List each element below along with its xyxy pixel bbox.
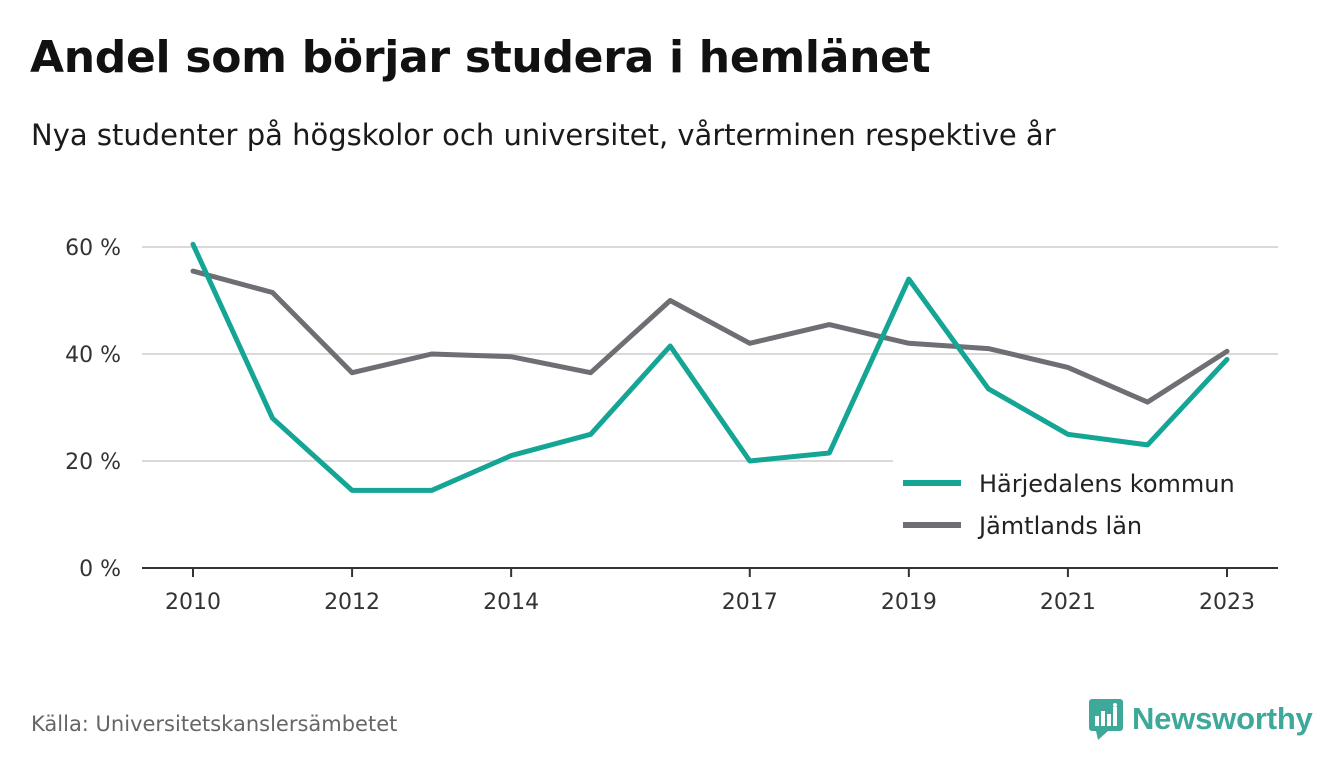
y-tick-label: 20 % (65, 450, 121, 475)
x-tick-label: 2010 (165, 590, 221, 615)
x-tick-label: 2023 (1199, 590, 1255, 615)
chart-subtitle: Nya studenter på högskolor och universit… (31, 118, 1056, 152)
x-tick-label: 2012 (324, 590, 380, 615)
brand-name: Newsworthy (1132, 701, 1313, 736)
y-tick-label: 0 % (79, 557, 121, 582)
y-tick-label: 60 % (65, 236, 121, 261)
chart-title: Andel som börjar studera i hemlänet (30, 32, 931, 83)
legend-background (893, 460, 1278, 552)
series-line-2 (190, 268, 1230, 405)
x-tick-label: 2021 (1040, 590, 1096, 615)
newsworthy-logo-icon (1089, 699, 1123, 740)
series-line-1 (190, 241, 1230, 493)
x-tick-label: 2019 (881, 590, 937, 615)
grid-lines (142, 246, 1278, 462)
series-lines (190, 241, 1230, 493)
source-note: Källa: Universitetskanslersämbetet (31, 712, 398, 736)
legend: Härjedalens kommun Jämtlands län (893, 460, 1278, 552)
line-chart: 0 % 20 % 40 % 60 % 2010 2012 2014 2017 2019 2021 2… (65, 236, 1278, 615)
legend-label-1: Härjedalens kommun (979, 470, 1235, 498)
y-tick-label: 40 % (65, 343, 121, 368)
x-tick-label: 2014 (483, 590, 539, 615)
x-tick-label: 2017 (722, 590, 778, 615)
axes: 0 % 20 % 40 % 60 % 2010 2012 2014 2017 2019 2021 2… (65, 236, 1278, 615)
brand-logo[interactable]: Newsworthy (1088, 696, 1313, 742)
legend-label-2: Jämtlands län (977, 512, 1142, 540)
